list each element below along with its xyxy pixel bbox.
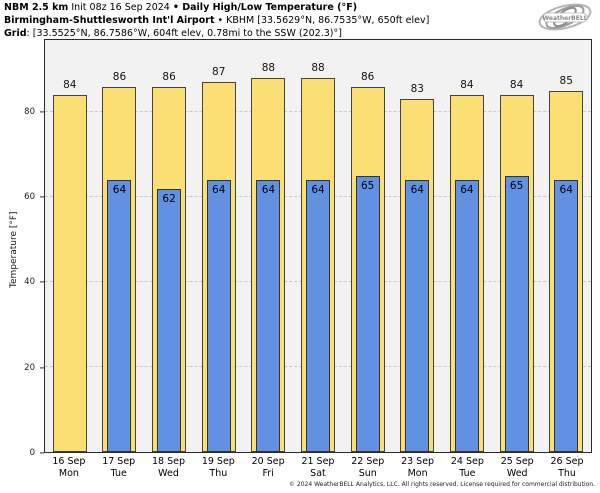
low-temp-value: 62 <box>162 192 176 205</box>
y-tick-mark <box>40 367 44 369</box>
x-label-date: 22 Sep <box>351 456 385 467</box>
x-axis-day-label: 22 Sep Sun <box>343 456 393 479</box>
x-label-date: 17 Sep <box>102 456 136 467</box>
low-temp-bar <box>256 180 281 452</box>
x-label-weekday: Tue <box>459 467 476 479</box>
low-temp-value: 64 <box>559 184 573 197</box>
low-temp-value: 65 <box>360 179 375 192</box>
day-slot: 84 64 <box>442 40 492 452</box>
low-temp-bar <box>454 180 479 452</box>
x-label-weekday: Mon <box>407 467 428 479</box>
low-temp-value: 64 <box>261 184 276 197</box>
x-axis-day-label: 25 Sep Wed <box>492 456 542 479</box>
weatherbell-logo-icon: WeatherBELL <box>538 3 592 31</box>
x-label-date: 19 Sep <box>201 456 235 467</box>
high-temp-value: 84 <box>460 79 474 92</box>
low-temp-value: 64 <box>311 184 325 197</box>
y-axis-title: Temperature [°F] <box>9 211 19 288</box>
y-tick-label: 60 <box>24 191 35 202</box>
plot-area: 84 86 64 86 62 87 64 88 64 88 64 86 65 83 64 84 64 84 65 85… <box>44 39 592 453</box>
x-axis-labels: 16 Sep Mon 17 Sep Tue 18 Sep Wed 19 Sep Thu 20 S… <box>44 456 592 479</box>
x-label-weekday: Fri <box>262 467 274 479</box>
bars-container: 84 86 64 86 62 87 64 88 64 88 64 86 65 83 64 84 64 84 65 85… <box>45 40 591 452</box>
day-slot: 88 64 <box>293 40 343 452</box>
day-slot: 83 64 <box>392 40 442 452</box>
low-temp-bar <box>206 180 231 452</box>
x-label-weekday: Mon <box>58 467 79 479</box>
chart-header: NBM 2.5 km Init 08z 16 Sep 2024 • Daily … <box>4 2 429 40</box>
y-axis: 0 20 40 60 80 <box>0 39 44 458</box>
x-axis-day-label: 24 Sep Tue <box>443 456 493 479</box>
day-slot: 84 65 <box>492 40 542 452</box>
low-temp-bar <box>306 180 331 452</box>
x-label-date: 21 Sep <box>301 456 335 467</box>
day-slot: 86 62 <box>144 40 194 452</box>
high-temp-value: 86 <box>360 70 375 83</box>
low-temp-bar <box>355 175 380 452</box>
high-temp-bar <box>52 95 87 452</box>
low-temp-value: 64 <box>410 184 424 197</box>
x-axis-day-label: 16 Sep Mon <box>44 456 94 479</box>
x-label-weekday: Thu <box>558 467 576 479</box>
x-axis-day-label: 20 Sep Fri <box>243 456 293 479</box>
low-temp-bar <box>504 175 529 452</box>
x-label-date: 25 Sep <box>500 456 534 467</box>
high-temp-value: 86 <box>112 70 127 83</box>
high-temp-value: 84 <box>63 79 77 92</box>
header-line-3: Grid: [33.5525°N, 86.7586°W, 604ft elev,… <box>4 27 342 39</box>
day-slot: 87 64 <box>194 40 244 452</box>
x-label-weekday: Sun <box>358 467 377 479</box>
x-label-date: 23 Sep <box>401 456 435 467</box>
high-temp-value: 88 <box>261 62 276 75</box>
x-label-weekday: Wed <box>506 467 528 479</box>
low-temp-value: 65 <box>509 179 524 192</box>
x-label-date: 20 Sep <box>251 456 285 467</box>
high-temp-value: 87 <box>212 66 226 79</box>
header-line-1: NBM 2.5 km Init 08z 16 Sep 2024 • Daily … <box>4 2 358 13</box>
low-temp-bar <box>107 180 132 452</box>
y-tick-mark <box>40 281 44 283</box>
low-temp-bar <box>157 188 182 452</box>
y-tick-label: 40 <box>24 277 35 288</box>
y-tick-label: 0 <box>29 448 35 458</box>
low-temp-value: 64 <box>212 184 226 197</box>
low-temp-bar <box>554 180 579 452</box>
header-line-2: Birmingham-Shuttlesworth Int'l Airport •… <box>4 14 430 26</box>
day-slot: 88 64 <box>244 40 294 452</box>
x-axis-day-label: 17 Sep Tue <box>94 456 144 479</box>
day-slot: 86 64 <box>95 40 145 452</box>
x-axis-day-label: 19 Sep Thu <box>193 456 243 479</box>
x-axis-day-label: 23 Sep Mon <box>393 456 443 479</box>
y-tick-mark <box>40 196 44 198</box>
high-temp-value: 88 <box>311 62 325 75</box>
high-temp-value: 85 <box>559 74 573 87</box>
logo-text: WeatherBELL <box>542 15 587 22</box>
y-tick-mark <box>40 452 44 454</box>
y-tick-mark <box>40 110 44 113</box>
x-label-date: 18 Sep <box>152 456 186 467</box>
x-label-date: 24 Sep <box>450 456 484 467</box>
x-axis-day-label: 18 Sep Wed <box>144 456 194 479</box>
y-tick-label: 20 <box>24 362 35 373</box>
y-tick-label: 80 <box>24 106 35 117</box>
high-temp-value: 86 <box>162 70 176 83</box>
high-temp-value: 83 <box>410 83 424 96</box>
x-axis-day-label: 26 Sep Thu <box>542 456 592 479</box>
x-label-weekday: Thu <box>209 467 228 479</box>
x-label-date: 16 Sep <box>52 456 86 467</box>
x-label-weekday: Sat <box>310 467 326 479</box>
day-slot: 85 64 <box>541 40 591 452</box>
x-label-date: 26 Sep <box>550 456 584 467</box>
x-axis-day-label: 21 Sep Sat <box>293 456 343 479</box>
day-slot: 86 65 <box>343 40 393 452</box>
copyright-footer: © 2024 WeatherBELL Analytics, LLC. All r… <box>289 481 595 488</box>
day-slot: 84 <box>45 40 95 452</box>
low-temp-value: 64 <box>112 184 127 197</box>
low-temp-bar <box>405 180 430 452</box>
x-label-weekday: Wed <box>158 467 179 479</box>
low-temp-value: 64 <box>460 184 474 197</box>
high-temp-value: 84 <box>509 79 524 92</box>
x-label-weekday: Tue <box>110 467 127 479</box>
